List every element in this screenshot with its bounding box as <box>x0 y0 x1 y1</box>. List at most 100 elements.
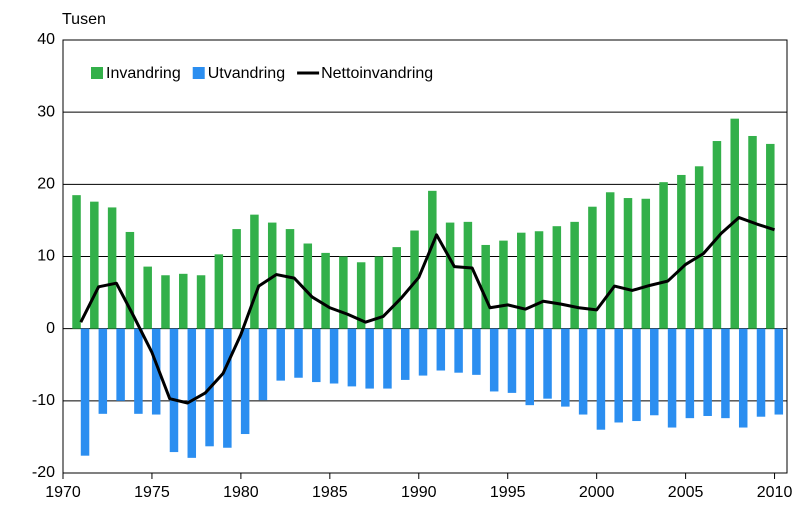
x-tick-label: 1980 <box>223 484 259 501</box>
bar <box>463 221 473 329</box>
bar <box>703 328 712 416</box>
bar <box>329 328 339 384</box>
bar <box>507 328 517 393</box>
bar <box>481 244 490 329</box>
bar <box>90 201 99 329</box>
bar <box>578 328 588 415</box>
y-tick-label: -20 <box>32 464 55 481</box>
x-tick-label: 2000 <box>579 484 615 501</box>
bar <box>499 240 508 329</box>
x-tick-label: 2010 <box>757 484 793 501</box>
bar <box>312 328 321 383</box>
bar <box>730 118 739 329</box>
bar <box>659 182 668 329</box>
bar <box>525 328 535 406</box>
bar <box>756 328 766 417</box>
bar <box>677 174 686 329</box>
bar <box>534 231 544 329</box>
y-tick-label: -10 <box>32 392 55 409</box>
y-tick-label: 40 <box>37 31 55 48</box>
bar <box>339 256 348 329</box>
bar <box>588 206 597 329</box>
y-tick-label: 10 <box>37 248 55 265</box>
bar <box>285 229 295 329</box>
legend-label: Utvandring <box>208 65 285 82</box>
bar <box>151 328 161 415</box>
bar <box>400 328 410 380</box>
bar <box>436 328 446 371</box>
x-tick-label: 1975 <box>134 484 170 501</box>
bar <box>196 275 206 329</box>
bar <box>250 214 259 329</box>
bar <box>650 328 659 416</box>
bar <box>561 328 570 407</box>
y-tick-label: 0 <box>46 320 55 337</box>
bar <box>276 328 285 381</box>
bar <box>632 328 641 422</box>
y-tick-label: 30 <box>37 103 55 120</box>
bar <box>570 221 579 329</box>
bar <box>134 328 143 414</box>
bar <box>107 207 117 329</box>
bar <box>383 328 392 389</box>
bar <box>374 256 384 329</box>
legend-label: Invandring <box>106 65 181 82</box>
x-tick-label: 1995 <box>490 484 526 501</box>
y-tick-label: 20 <box>37 176 55 193</box>
bar <box>428 190 437 329</box>
bar <box>472 328 481 375</box>
bar <box>179 273 188 329</box>
bar <box>98 328 108 414</box>
bar <box>667 328 677 428</box>
bar <box>125 231 135 329</box>
bar <box>187 328 197 458</box>
bar <box>169 328 179 453</box>
bar <box>321 252 330 329</box>
bar <box>347 328 357 387</box>
bar <box>641 198 651 329</box>
bar <box>418 328 428 376</box>
bar <box>721 328 730 419</box>
bar <box>596 328 606 430</box>
bar <box>214 254 224 329</box>
bar <box>303 243 313 329</box>
bar <box>116 328 125 401</box>
bar <box>232 229 241 329</box>
x-tick-label: 1990 <box>401 484 437 501</box>
bar <box>552 226 562 329</box>
bar <box>766 143 775 329</box>
bar <box>517 232 526 329</box>
bar <box>80 328 90 456</box>
bar <box>712 141 722 329</box>
bar <box>392 247 401 329</box>
bar <box>72 195 81 329</box>
plot-frame <box>62 39 788 474</box>
bar <box>614 328 623 423</box>
bar <box>489 328 499 392</box>
bar <box>294 328 303 378</box>
bar <box>748 135 757 329</box>
legend-swatch <box>91 67 103 79</box>
bar <box>365 328 374 389</box>
line <box>79 216 776 405</box>
bar <box>605 192 615 329</box>
bar <box>143 266 152 329</box>
bar <box>738 328 748 428</box>
bar <box>685 328 695 419</box>
legend-swatch <box>192 67 205 79</box>
bar <box>410 230 419 329</box>
x-tick-label: 2005 <box>668 484 704 501</box>
bar <box>356 262 366 329</box>
bar <box>240 328 250 435</box>
bar <box>774 328 784 415</box>
bar <box>161 275 170 329</box>
legend-label: Nettoinvandring <box>321 65 433 82</box>
bar <box>543 328 552 399</box>
bar <box>445 222 455 329</box>
bar <box>694 166 704 329</box>
bar <box>223 328 232 448</box>
x-tick-label: 1970 <box>45 484 81 501</box>
bar <box>623 198 633 329</box>
